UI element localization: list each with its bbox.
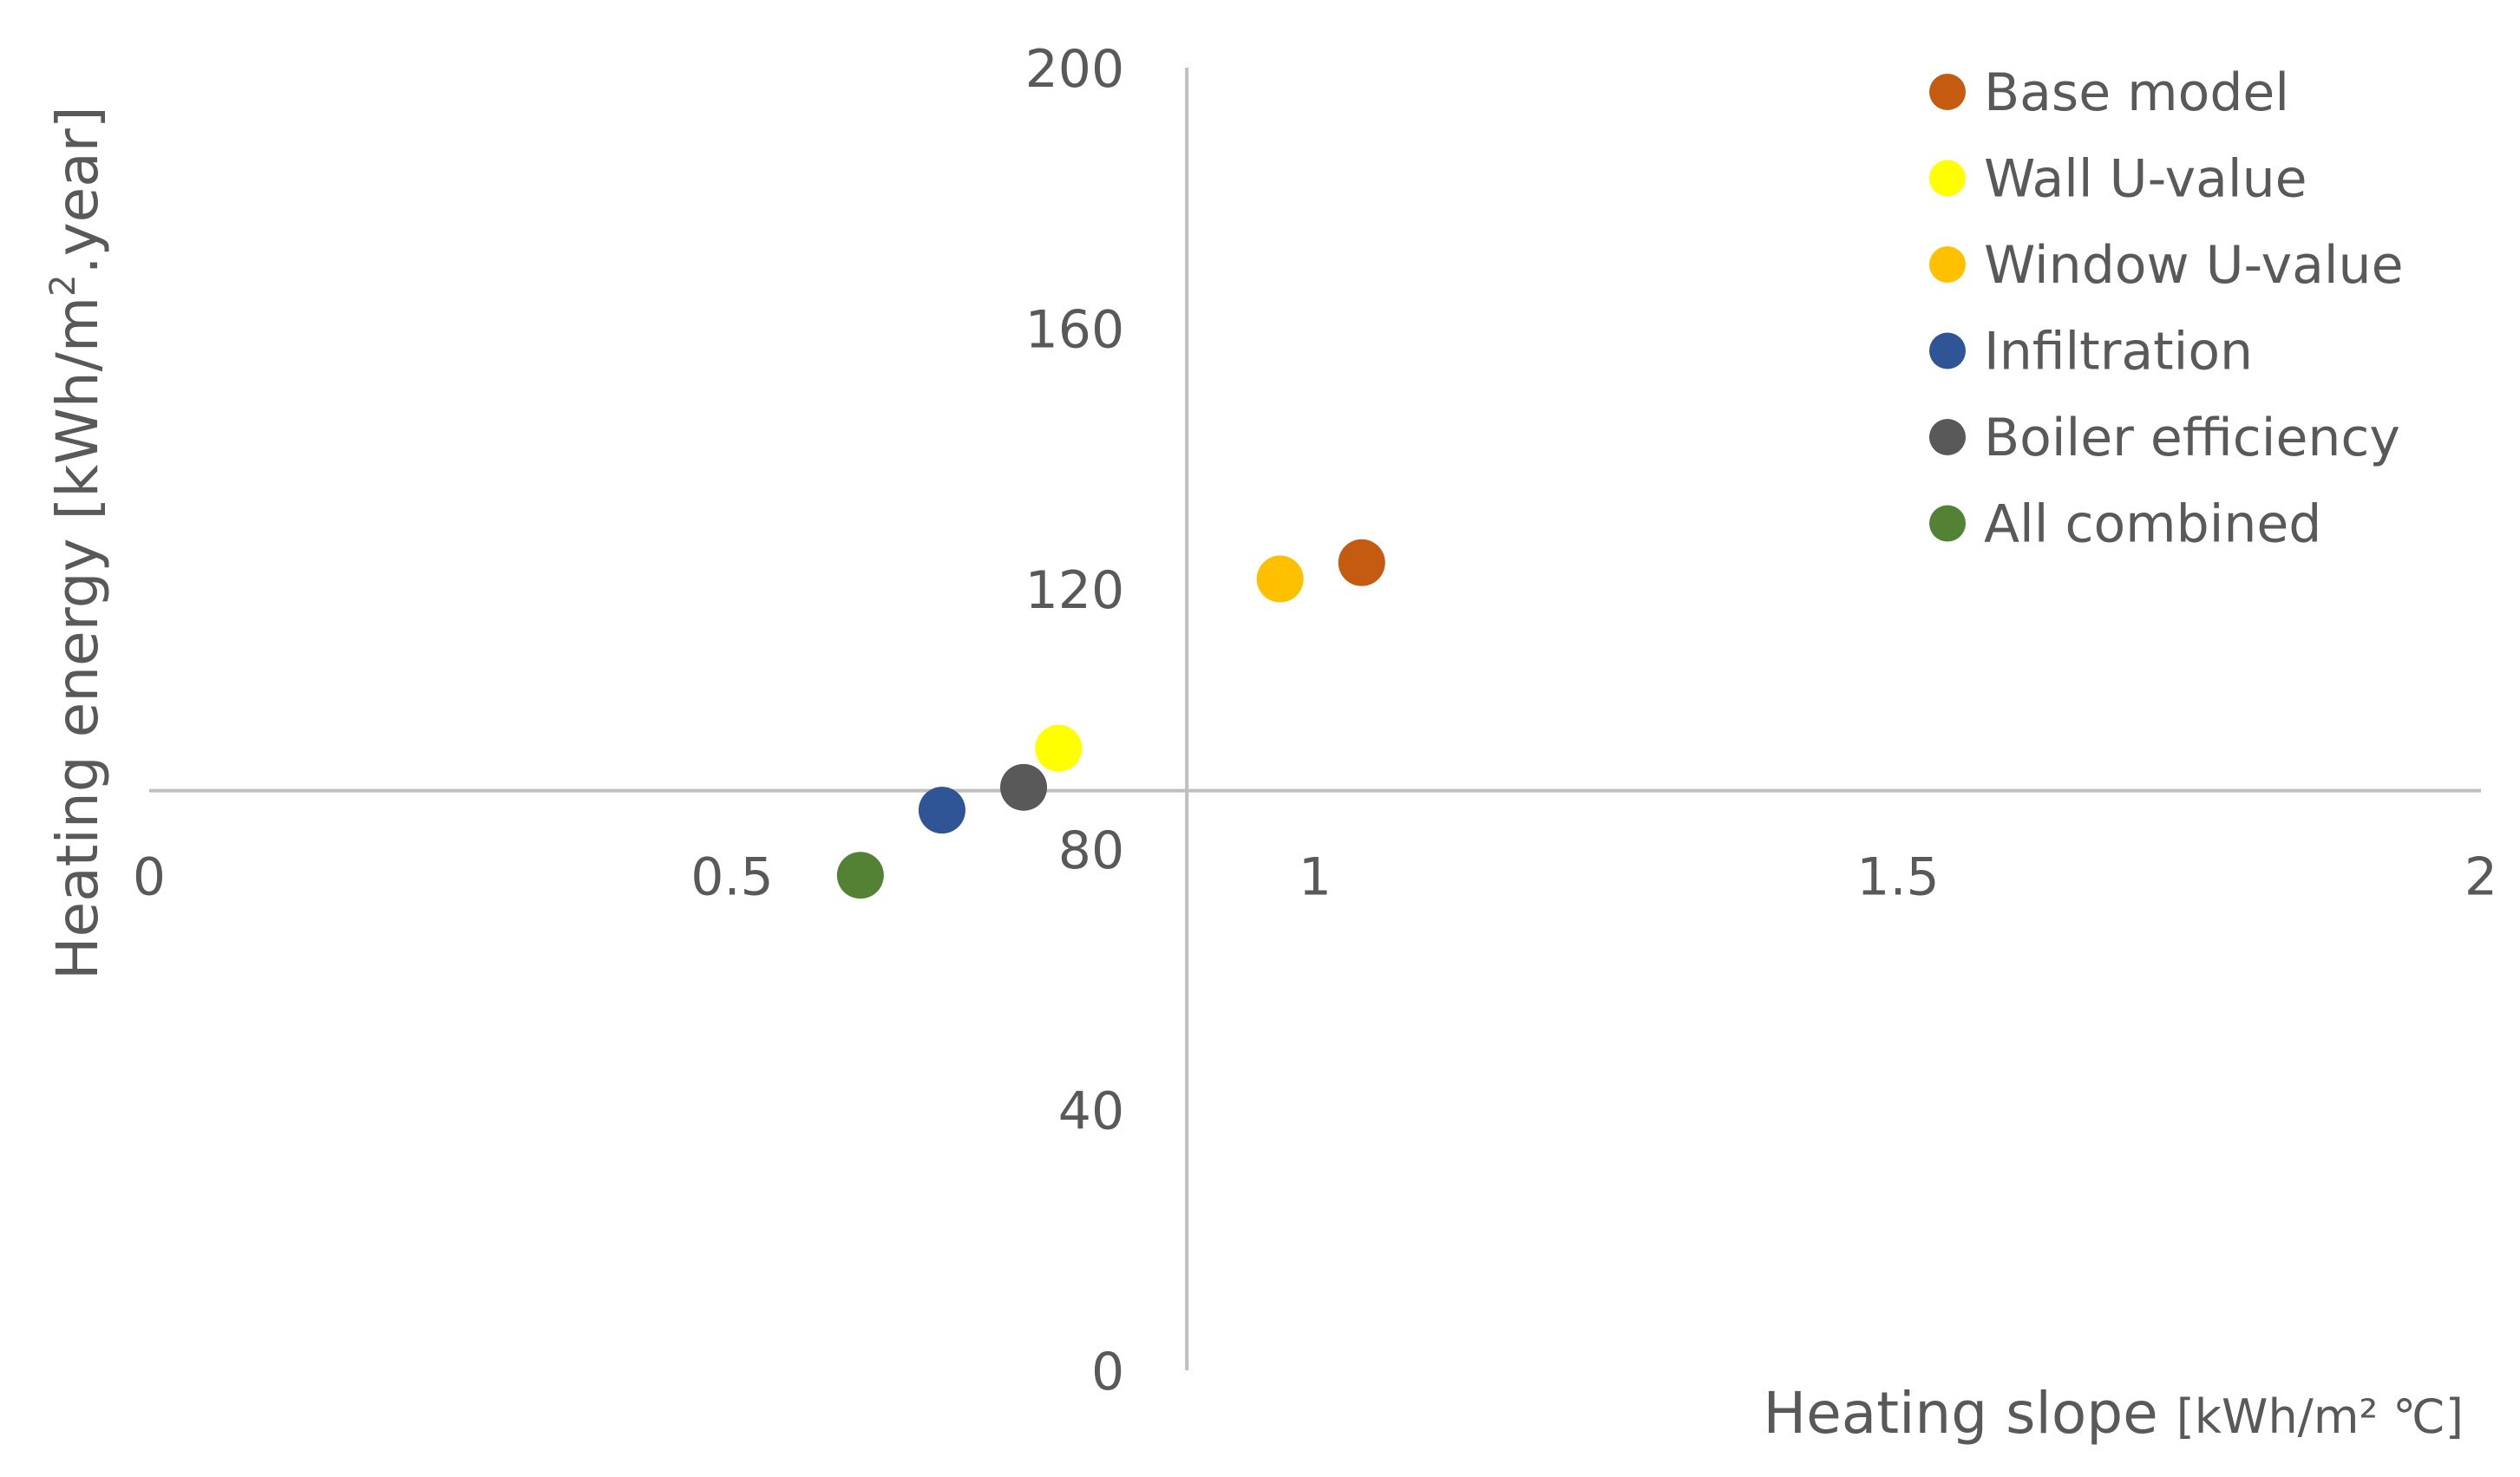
legend-marker — [1929, 246, 1966, 283]
y-tick-label: 40 — [1058, 1082, 1124, 1142]
x-tick-label: 2 — [2464, 847, 2497, 908]
y-tick-label: 160 — [1025, 299, 1125, 360]
x-tick-label: 0 — [133, 847, 166, 908]
legend-label: Window U-value — [1984, 235, 2404, 296]
legend-label: Infiltration — [1984, 322, 2253, 382]
legend-label: Base model — [1984, 62, 2289, 123]
y-axis-title: Heating energy [kWh/m2.year] — [43, 106, 111, 980]
x-tick-label: 1.5 — [1856, 847, 1939, 908]
y-axis-title-suffix: .year] — [44, 106, 111, 274]
x-axis-title-spacer — [2158, 1380, 2176, 1447]
y-axis-title-superscript: 2 — [43, 274, 83, 296]
data-point — [1000, 763, 1047, 811]
y-tick-label: 80 — [1058, 820, 1124, 881]
y-tick-labels: 0 40 80 120 160 200 — [1025, 39, 1125, 1402]
legend-label: Boiler efficiency — [1984, 408, 2400, 468]
legend-marker — [1929, 505, 1966, 542]
y-tick-label: 120 — [1025, 560, 1125, 621]
legend-label: Wall U-value — [1984, 149, 2307, 210]
data-point — [1035, 724, 1083, 772]
legend-marker — [1929, 419, 1966, 455]
legend-marker — [1929, 332, 1966, 369]
x-tick-labels: 0 0.5 1 1.5 2 — [133, 847, 2497, 908]
x-axis-title-text: Heating slope — [1764, 1380, 2158, 1447]
x-axis-title: Heating slope [kWh/m² ℃] — [1764, 1380, 2464, 1447]
data-points — [836, 539, 1385, 899]
data-point — [1256, 555, 1304, 603]
data-point — [1338, 539, 1385, 586]
legend-marker — [1929, 160, 1966, 197]
x-axis-title-unit: [kWh/m² ℃] — [2176, 1389, 2464, 1444]
legend: Base model Wall U-value Window U-value Infi… — [1929, 62, 2404, 555]
data-point — [836, 852, 884, 899]
y-tick-label: 200 — [1025, 39, 1125, 100]
axes — [149, 68, 2481, 1370]
y-tick-label: 0 — [1091, 1342, 1124, 1402]
legend-label: All combined — [1984, 494, 2321, 555]
legend-marker — [1929, 74, 1966, 110]
data-point — [918, 787, 965, 834]
x-tick-label: 1 — [1299, 847, 1332, 908]
x-tick-label: 0.5 — [691, 847, 773, 908]
y-axis-title-text: Heating energy [kWh/m — [44, 297, 111, 980]
